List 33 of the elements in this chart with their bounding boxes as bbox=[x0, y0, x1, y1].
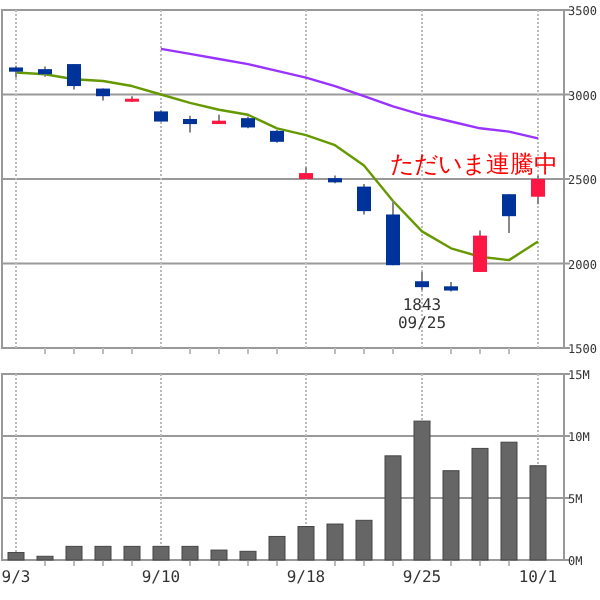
candlestick bbox=[473, 229, 487, 273]
bar bbox=[181, 545, 199, 561]
x-tick-label: 10/1 bbox=[518, 568, 558, 586]
bar bbox=[442, 470, 460, 561]
bar bbox=[384, 455, 402, 561]
bar bbox=[210, 549, 228, 561]
line-series bbox=[159, 47, 540, 140]
bar bbox=[529, 465, 547, 561]
annotation: 1843 bbox=[402, 296, 442, 315]
bar bbox=[268, 535, 286, 561]
x-tick-label: 9/3 bbox=[1, 568, 31, 586]
bar bbox=[471, 447, 489, 561]
bar bbox=[94, 545, 112, 561]
x-tick-label: 9/10 bbox=[141, 568, 181, 586]
bar bbox=[152, 545, 170, 561]
bar bbox=[123, 545, 141, 561]
bar bbox=[326, 523, 344, 561]
bar bbox=[7, 552, 25, 561]
candlestick bbox=[415, 270, 429, 292]
candlestick bbox=[531, 174, 545, 206]
candlestick bbox=[67, 63, 81, 91]
bar bbox=[65, 545, 83, 561]
bar bbox=[355, 519, 373, 561]
candlestick bbox=[357, 183, 371, 216]
bar bbox=[297, 526, 315, 561]
candlestick bbox=[502, 193, 516, 235]
bar bbox=[413, 420, 431, 561]
x-tick-label: 9/25 bbox=[402, 568, 442, 586]
annotation: 09/25 bbox=[397, 314, 447, 333]
bar bbox=[239, 550, 257, 561]
annotation: ただいま連騰中 bbox=[390, 150, 558, 178]
bar bbox=[500, 441, 518, 561]
x-tick-label: 9/18 bbox=[286, 568, 326, 586]
